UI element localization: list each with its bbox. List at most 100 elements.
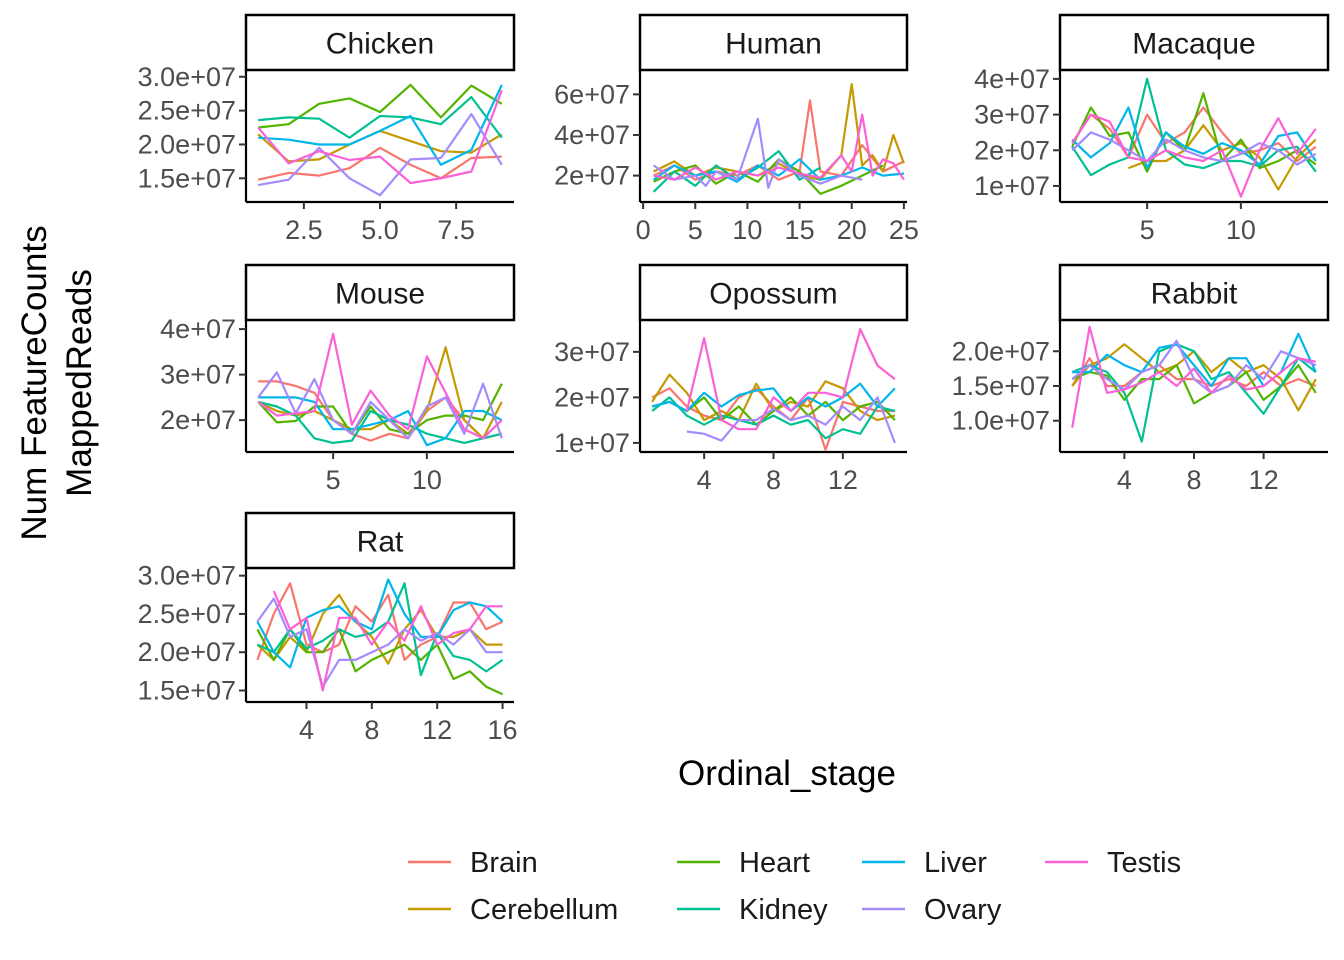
series-line-mouse-testis (257, 332, 503, 440)
series-line-chicken-ovary (258, 112, 503, 197)
x-tick-label: 4 (697, 465, 712, 495)
legend-label-ovary: Ovary (924, 894, 1002, 926)
strip-title-opossum: Opossum (709, 278, 837, 311)
strip-rabbit (1058, 263, 1330, 322)
y-tick-label: 4e+07 (974, 64, 1050, 94)
panel-macaque: Macaque 1e+07 2e+07 3e+07 4e+07 5 10 (974, 13, 1330, 245)
y-tick-label: 1e+07 (554, 428, 630, 458)
legend-label-liver: Liver (924, 847, 987, 879)
y-tick-label: 2.0e+07 (138, 129, 236, 159)
legend-item-testis: Testis (1045, 847, 1181, 879)
series-line-rabbit-testis (1071, 325, 1317, 428)
legend-item-liver: Liver (862, 847, 987, 879)
x-tick-label: 15 (785, 215, 815, 245)
strip-opossum (638, 263, 909, 322)
series-line-mouse-cerebellum (257, 346, 503, 440)
x-tick-label: 12 (828, 465, 858, 495)
y-tick-label: 2.5e+07 (138, 96, 236, 126)
legend-label-heart: Heart (739, 847, 810, 879)
x-tick-label: 8 (364, 715, 379, 745)
y-tick-label: 3.0e+07 (138, 561, 236, 591)
x-tick-label: 8 (766, 465, 781, 495)
x-tick-label: 7.5 (437, 215, 475, 245)
series-line-rat-brain (256, 582, 504, 662)
strip-chicken (244, 13, 516, 72)
x-tick-label: 12 (1249, 465, 1279, 495)
strip-mouse (244, 263, 516, 322)
series-line-human-testis (653, 113, 905, 181)
series-line-macaque-kidney (1071, 77, 1317, 177)
strip-title-chicken: Chicken (326, 28, 434, 61)
x-tick-label: 25 (889, 215, 919, 245)
y-tick-label: 3e+07 (160, 360, 236, 390)
y-tick-label: 2e+07 (160, 405, 236, 435)
legend-label-cerebellum: Cerebellum (470, 894, 618, 926)
y-tick-label: 4e+07 (160, 314, 236, 344)
legend-item-kidney: Kidney (677, 894, 828, 926)
y-tick-label: 1.0e+07 (952, 406, 1050, 436)
series-line-macaque-liver (1071, 106, 1317, 170)
series-line-rat-heart (256, 628, 504, 696)
series-line-chicken-liver (258, 84, 503, 166)
panel-opossum: Opossum 1e+07 2e+07 3e+07 4 8 12 (554, 263, 909, 495)
series-line-opossum-kidney (651, 396, 896, 440)
legend: Brain Cerebellum Heart Kidney Liver Ovary Test… (408, 847, 1181, 926)
x-tick-label: 5 (1140, 215, 1155, 245)
y-tick-label: 2.0e+07 (952, 336, 1050, 366)
x-tick-label: 10 (1226, 215, 1256, 245)
series-line-rabbit-kidney (1071, 343, 1317, 443)
x-tick-label: 10 (412, 465, 442, 495)
x-tick-label: 12 (422, 715, 452, 745)
strip-rat (244, 511, 516, 570)
y-tick-label: 1e+07 (974, 171, 1050, 201)
panel-human: Human 2e+07 4e+07 6e+07 0 5 10 15 20 25 (554, 13, 919, 245)
x-tick-label: 0 (636, 215, 651, 245)
y-tick-label: 2.0e+07 (138, 637, 236, 667)
y-tick-label: 2e+07 (554, 161, 630, 191)
strip-title-mouse: Mouse (335, 278, 425, 311)
y-tick-label: 3.0e+07 (138, 62, 236, 92)
series-line-opossum-ovary (686, 396, 896, 444)
legend-label-brain: Brain (470, 847, 538, 879)
series-line-mouse-kidney (257, 400, 503, 444)
x-tick-label: 20 (837, 215, 867, 245)
strip-title-rat: Rat (357, 526, 404, 559)
strip-title-macaque: Macaque (1132, 28, 1255, 61)
series-line-rat-kidney (256, 582, 504, 677)
series-line-chicken-testis (257, 89, 503, 185)
x-tick-label: 4 (1117, 465, 1132, 495)
series-line-rabbit-ovary (1071, 339, 1317, 394)
y-tick-label: 3e+07 (974, 100, 1050, 130)
series-line-chicken-kidney (258, 95, 503, 139)
x-tick-label: 8 (1186, 465, 1201, 495)
y-tick-label: 3e+07 (554, 337, 630, 367)
series-line-mouse-liver (258, 396, 503, 447)
series-line-rat-testis (272, 590, 503, 692)
series-line-human-cerebellum (653, 83, 905, 181)
y-tick-label: 6e+07 (554, 79, 630, 109)
series-line-macaque-ovary (1071, 131, 1317, 166)
panel-rat: Rat 1.5e+07 2.0e+07 2.5e+07 3.0e+07 4 8 12 16 (138, 511, 518, 745)
x-tick-label: 5 (326, 465, 341, 495)
y-tick-label: 1.5e+07 (138, 163, 236, 193)
series-line-rat-liver (256, 578, 504, 669)
legend-item-heart: Heart (677, 847, 810, 879)
legend-label-kidney: Kidney (739, 894, 828, 926)
x-tick-label: 5 (688, 215, 703, 245)
strip-title-human: Human (725, 28, 822, 61)
x-axis-title: Ordinal_stage (678, 754, 896, 793)
y-tick-label: 1.5e+07 (952, 371, 1050, 401)
y-tick-label: 4e+07 (554, 120, 630, 150)
strip-macaque (1058, 13, 1330, 72)
y-tick-label: 2e+07 (974, 135, 1050, 165)
series-line-macaque-testis (1071, 113, 1317, 198)
legend-item-ovary: Ovary (862, 894, 1002, 926)
series-line-human-ovary (652, 117, 863, 189)
legend-item-cerebellum: Cerebellum (408, 894, 618, 926)
y-axis-title-line-2: MappedReads (60, 269, 99, 497)
series-line-opossum-liver (651, 382, 896, 413)
x-tick-label: 2.5 (285, 215, 323, 245)
y-tick-label: 2e+07 (554, 382, 630, 412)
strip-human (638, 13, 909, 72)
